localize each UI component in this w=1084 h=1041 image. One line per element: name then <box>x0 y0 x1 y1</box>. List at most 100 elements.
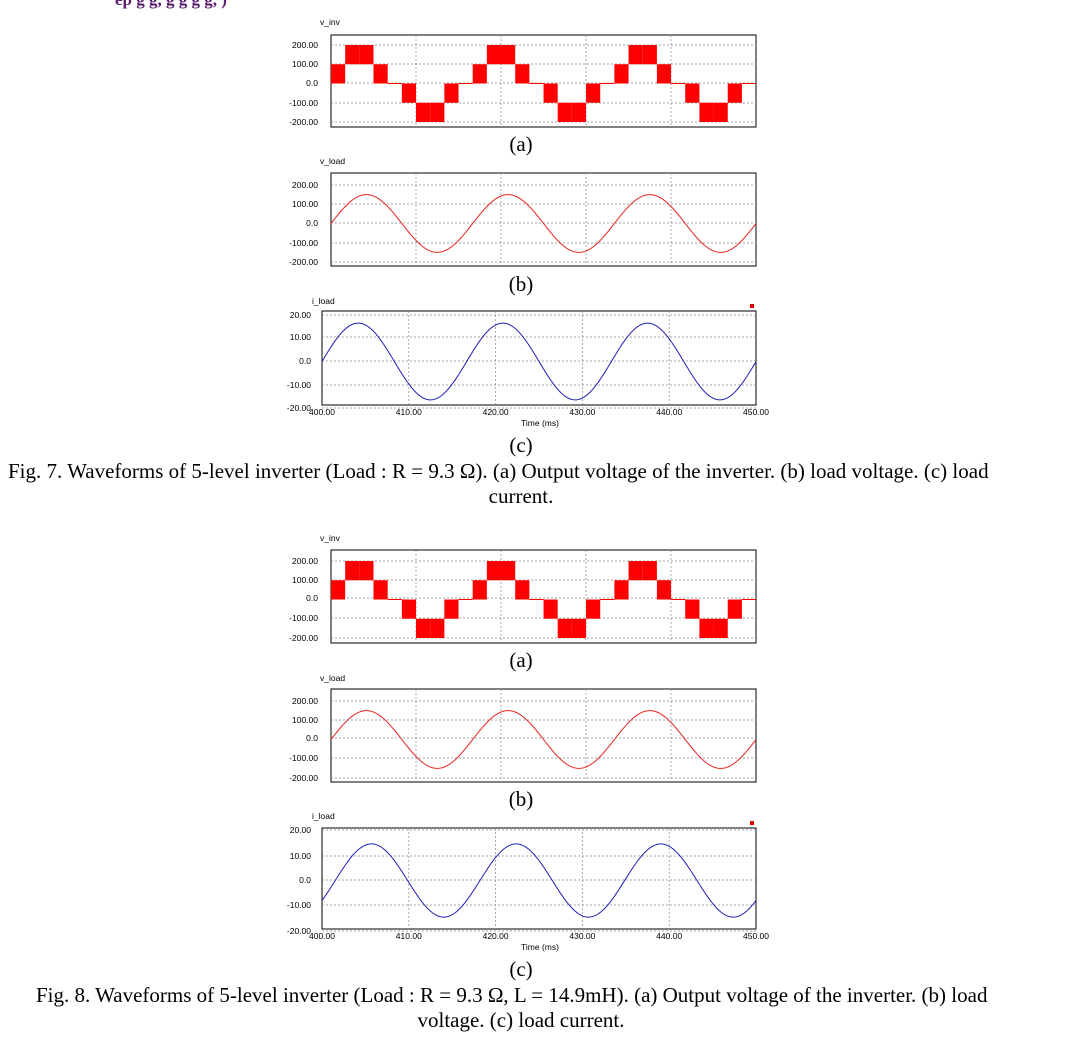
fig7-a-step <box>685 83 700 103</box>
fig8-b-ytick-label: -200.00 <box>289 773 318 783</box>
fig8-c-marker <box>750 821 754 825</box>
fig8-a-ytick-label: -100.00 <box>289 613 318 623</box>
fig7-c-xtick-label: 410.00 <box>396 407 422 417</box>
fig7-sub-a: (a) <box>509 132 532 156</box>
fig8-a-step <box>401 599 417 619</box>
fig8-a-panel: 200.00 100.00 0.0 -100.00 -200.00 v_inv <box>289 533 757 644</box>
fig7-a-step <box>331 64 346 84</box>
fig8-c-ytick-label: 10.00 <box>290 851 312 861</box>
fig8-a-step <box>373 580 388 600</box>
fig8-a-step <box>656 580 672 600</box>
fig8-a-step <box>699 618 714 638</box>
fig7-a-step <box>515 64 530 84</box>
fig7-a-ytick-label: -100.00 <box>289 98 318 108</box>
fig8-a-ytick-label: 200.00 <box>292 556 318 566</box>
fig7-a-step <box>557 102 572 122</box>
fig7-a-step <box>472 64 487 84</box>
fig8-a-step <box>331 580 346 600</box>
fig8-c-ytick-label: -20.00 <box>287 926 311 936</box>
fig8-caption-line1: Fig. 8. Waveforms of 5-level inverter (L… <box>36 983 988 1007</box>
fig7-a-step <box>501 45 516 65</box>
fig7-a-step <box>486 45 502 65</box>
fig8-c-xtick-label: 430.00 <box>569 931 595 941</box>
fig8-b-ytick-label: 200.00 <box>292 696 318 706</box>
fig8-c-ytick-label: 20.00 <box>290 825 312 835</box>
fig7-c-marker <box>750 304 754 308</box>
fig8-a-ytick-label: -200.00 <box>289 633 318 643</box>
fig8-a-step <box>345 561 360 581</box>
fig7-c-ytick-label: 20.00 <box>290 310 312 320</box>
fig7-a-step <box>571 102 587 122</box>
fig7-c-xtick-label: 430.00 <box>569 407 595 417</box>
fig7-c-xtick-label: 450.00 <box>743 407 769 417</box>
fig8-b-ytick-label: 100.00 <box>292 715 318 725</box>
fig8-c-series-label: i_load <box>312 811 335 821</box>
fig7-b-ytick-label: -200.00 <box>289 257 318 267</box>
fig8-caption-line2: voltage. (c) load current. <box>418 1008 625 1032</box>
fig7-c-ytick-label: -20.00 <box>287 403 311 413</box>
fig8-sub-a: (a) <box>509 648 532 672</box>
fig8-c-ytick-label: 0.0 <box>299 875 311 885</box>
fig7-a-step <box>586 83 601 103</box>
fig7-b-ytick-label: 0.0 <box>306 218 318 228</box>
fig7-a-step <box>359 45 374 65</box>
fig7-c-ytick-label: 10.00 <box>290 332 312 342</box>
fig7-a-step <box>430 102 445 122</box>
fig7-c-xlabel: Time (ms) <box>521 418 559 428</box>
fig7-a-ytick-label: 100.00 <box>292 59 318 69</box>
fig8-a-step <box>557 618 572 638</box>
fig8-a-step <box>430 618 445 638</box>
fig8-a-step <box>472 580 487 600</box>
fig7-a-ytick-label: 0.0 <box>306 78 318 88</box>
fig8-c-series-line <box>321 843 757 918</box>
fig8-a-frame <box>330 549 757 644</box>
fig7-b-frame <box>330 172 757 267</box>
fig7-c-xtick-label: 420.00 <box>483 407 509 417</box>
fig8-a-step <box>586 599 601 619</box>
plot-panels: 200.00 100.00 0.0 -100.00 -200.00 v_inv 200.00… <box>287 17 769 952</box>
fig7-c-ytick-label: -10.00 <box>287 380 311 390</box>
fig7-b-ytick-label: 200.00 <box>292 180 318 190</box>
fig7-a-step <box>614 64 629 84</box>
fig7-a-step <box>713 102 728 122</box>
fig7-a-step <box>656 64 672 84</box>
fig8-b-series-label: v_load <box>320 673 345 683</box>
fig7-a-panel: 200.00 100.00 0.0 -100.00 -200.00 v_inv <box>289 17 757 128</box>
fig8-sub-b: (b) <box>509 787 534 811</box>
fig7-a-step <box>543 83 558 103</box>
fig7-a-series-label: v_inv <box>320 17 341 27</box>
fig8-b-ytick-label: 0.0 <box>306 733 318 743</box>
fig7-c-series-line <box>321 322 757 401</box>
fig8-a-step <box>628 561 643 581</box>
page-header-fragment: ep g g, g g g g, ) <box>115 0 227 9</box>
fig7-b-series-line <box>330 194 757 253</box>
fig7-c-xtick-label: 440.00 <box>656 407 682 417</box>
fig8-c-xtick-label: 420.00 <box>483 931 509 941</box>
fig7-a-step <box>727 83 742 103</box>
fig8-a-step <box>685 599 700 619</box>
fig7-b-series-label: v_load <box>320 156 345 166</box>
fig7-b-ytick-label: 100.00 <box>292 199 318 209</box>
fig8-a-step <box>543 599 558 619</box>
fig8-a-step <box>486 561 502 581</box>
fig8-a-step <box>727 599 742 619</box>
fig7-a-ytick-label: 200.00 <box>292 40 318 50</box>
fig8-c-xtick-label: 400.00 <box>309 931 335 941</box>
fig8-a-ytick-label: 100.00 <box>292 575 318 585</box>
fig7-a-step <box>373 64 388 84</box>
fig7-sub-b: (b) <box>509 272 534 296</box>
fig8-a-step <box>416 618 431 638</box>
fig8-a-step <box>614 580 629 600</box>
fig7-c-series-label: i_load <box>312 296 335 306</box>
fig7-a-step <box>416 102 431 122</box>
fig8-a-step <box>359 561 374 581</box>
fig7-c-xtick-label: 400.00 <box>309 407 335 417</box>
fig7-c-ytick-label: 0.0 <box>299 356 311 366</box>
fig8-b-panel: 200.00 100.00 0.0 -100.00 -200.00 v_load <box>289 673 757 783</box>
fig8-a-series-label: v_inv <box>320 533 341 543</box>
fig7-c-panel: 20.00 10.00 0.0 -10.00 -20.00 i_load 400.00 410… <box>287 296 769 428</box>
fig8-a-step <box>444 599 459 619</box>
fig8-c-xtick-label: 440.00 <box>656 931 682 941</box>
fig7-b-ytick-label: -100.00 <box>289 238 318 248</box>
